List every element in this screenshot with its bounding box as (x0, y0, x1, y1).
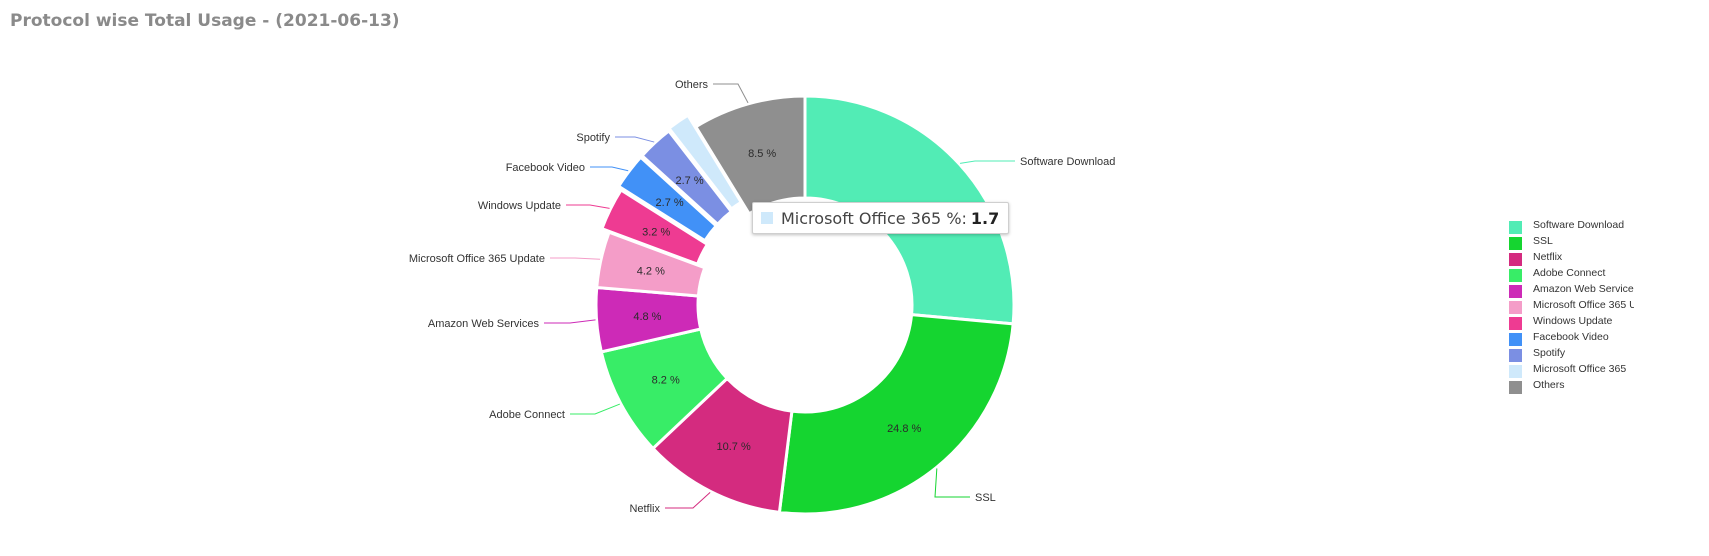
legend-label: SSL (1533, 235, 1553, 247)
slice-outer-label: Others (675, 79, 709, 91)
slice-leader-line (550, 257, 601, 260)
slice-percent-label: 8.5 % (748, 148, 776, 160)
legend-swatch (1509, 365, 1522, 378)
legend-swatch (1509, 349, 1522, 362)
legend-item[interactable]: Adobe Connect (1509, 266, 1634, 282)
legend-label: Adobe Connect (1533, 267, 1606, 279)
chart-legend: Software Download SSL Netflix Adobe Connect… (1509, 218, 1634, 394)
slice-percent-label: 4.2 % (637, 266, 665, 278)
legend-swatch (1509, 381, 1522, 394)
legend-item[interactable]: Amazon Web Services (1509, 282, 1634, 298)
slice-outer-label: Software Download (1020, 156, 1115, 168)
slice-leader-line (959, 160, 1015, 164)
legend-item[interactable]: Netflix (1509, 250, 1634, 266)
slice-percent-label: 8.2 % (652, 375, 680, 387)
slice-percent-label: 4.8 % (633, 311, 661, 323)
slice-windows-update[interactable] (600, 188, 709, 266)
legend-label: Others (1533, 379, 1565, 391)
legend-item[interactable]: Spotify (1509, 346, 1634, 362)
legend-label: Software Download (1533, 219, 1625, 231)
legend-item[interactable]: SSL (1509, 234, 1634, 250)
legend-swatch (1509, 285, 1522, 298)
slice-leader-line (570, 403, 621, 415)
slice-leader-line (566, 204, 610, 209)
legend-item[interactable]: Windows Update (1509, 314, 1634, 330)
slice-leader-line (544, 319, 596, 324)
slice-percent-label: 24.8 % (887, 423, 921, 435)
slice-outer-label: Netflix (629, 503, 660, 515)
slice-outer-label: SSL (975, 492, 996, 504)
slice-leader-line (713, 83, 749, 104)
slice-leader-line (615, 136, 655, 143)
legend-label: Windows Update (1533, 315, 1613, 327)
slice-spotify[interactable] (640, 129, 733, 226)
legend-swatch (1509, 301, 1522, 314)
legend-swatch (1509, 253, 1522, 266)
legend-swatch (1509, 317, 1522, 330)
legend-label: Spotify (1533, 347, 1566, 359)
legend-label: Microsoft Office 365 (1533, 363, 1627, 375)
slice-ssl[interactable] (777, 313, 1015, 516)
legend-swatch (1509, 237, 1522, 250)
slice-outer-label: Spotify (576, 132, 610, 144)
slice-outer-label: Microsoft Office 365 Update (409, 253, 545, 265)
legend-label: Facebook Video (1533, 331, 1609, 343)
legend-label: Microsoft Office 365 U (1533, 299, 1634, 311)
slice-leader-line (934, 468, 970, 498)
hover-tooltip: Microsoft Office 365 %: 1.7 (752, 202, 1010, 234)
tooltip-value: 1.7 (970, 208, 1000, 228)
slice-percent-label: 3.2 % (642, 226, 670, 238)
chart-title: Protocol wise Total Usage - (2021-06-13) (10, 11, 400, 31)
legend-label: Netflix (1533, 251, 1563, 263)
tooltip-label: Microsoft Office 365 %: (781, 208, 967, 228)
slice-outer-label: Adobe Connect (489, 409, 565, 421)
slice-leader-line (590, 166, 629, 172)
legend-item[interactable]: Facebook Video (1509, 330, 1634, 346)
legend-label: Amazon Web Services (1533, 283, 1634, 295)
slice-outer-label: Amazon Web Services (428, 318, 540, 330)
legend-item[interactable]: Microsoft Office 365 U (1509, 298, 1634, 314)
legend-item[interactable]: Software Download (1509, 218, 1634, 234)
slice-facebook-video[interactable] (617, 155, 718, 243)
legend-swatch (1509, 221, 1522, 234)
legend-item[interactable]: Others (1509, 378, 1634, 394)
slice-outer-label: Facebook Video (506, 162, 585, 174)
slice-leader-line (665, 491, 711, 509)
legend-swatch (1509, 333, 1522, 346)
slice-percent-label: 2.7 % (675, 175, 703, 187)
tooltip-swatch (761, 212, 773, 224)
legend-swatch (1509, 269, 1522, 282)
slice-percent-label: 10.7 % (717, 441, 751, 453)
slice-percent-label: 2.7 % (656, 197, 684, 209)
slice-outer-label: Windows Update (478, 200, 561, 212)
legend-item[interactable]: Microsoft Office 365 (1509, 362, 1634, 378)
